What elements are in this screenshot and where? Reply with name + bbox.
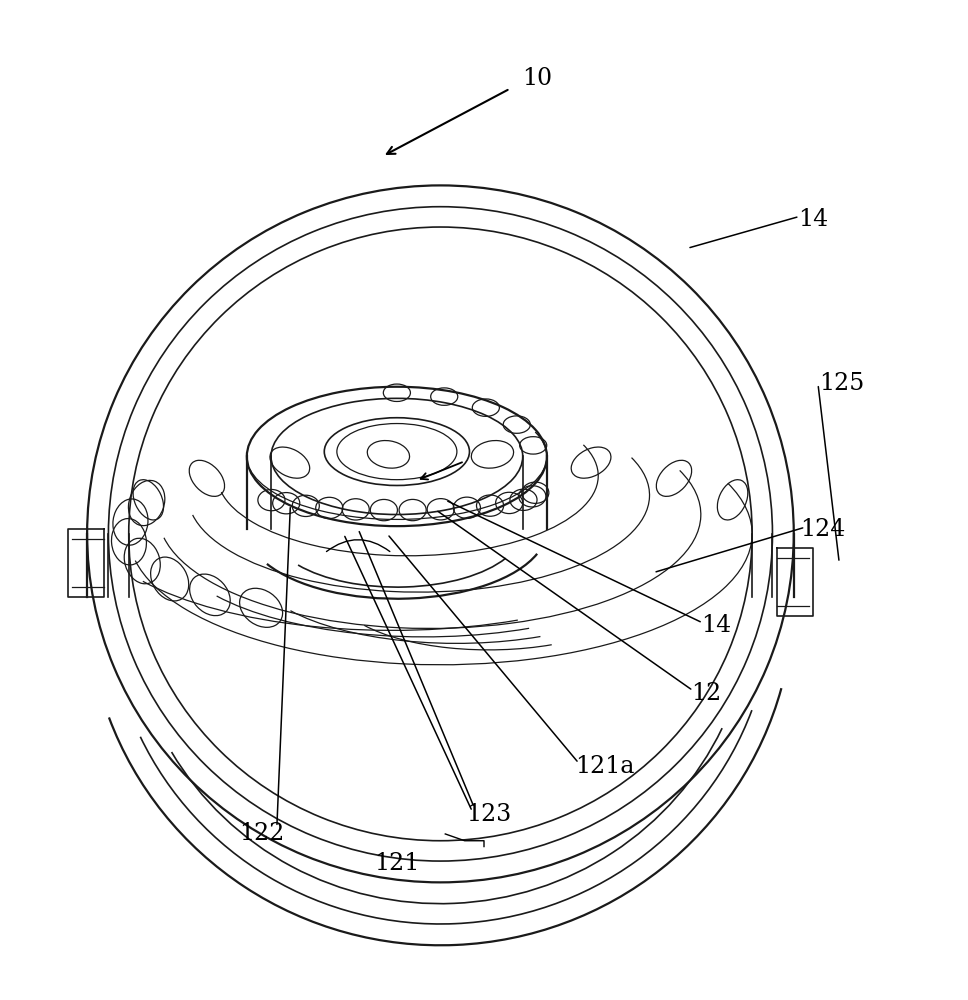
Text: 124: 124 bbox=[801, 518, 845, 541]
Text: 12: 12 bbox=[691, 682, 722, 705]
Text: 10: 10 bbox=[522, 67, 553, 90]
Text: 123: 123 bbox=[467, 803, 511, 826]
Text: 122: 122 bbox=[239, 822, 284, 845]
Text: 121: 121 bbox=[375, 852, 419, 874]
Text: 125: 125 bbox=[820, 372, 864, 395]
Text: 121a: 121a bbox=[575, 755, 635, 778]
Text: 14: 14 bbox=[701, 614, 732, 637]
Text: 14: 14 bbox=[798, 208, 829, 231]
